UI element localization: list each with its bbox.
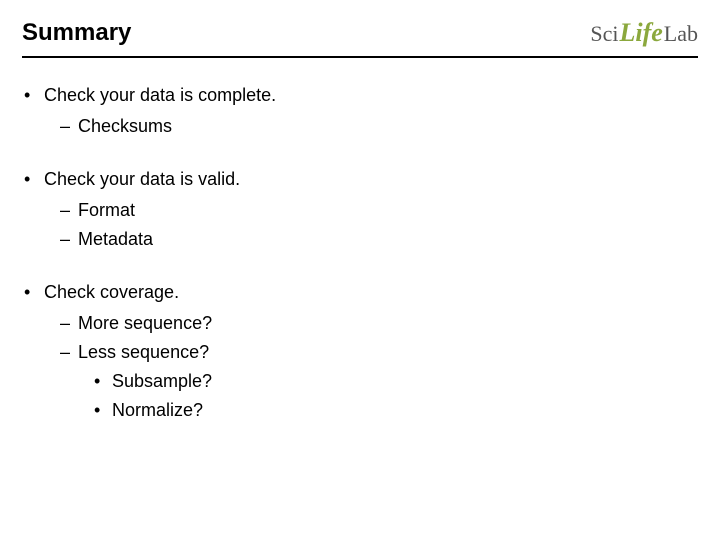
- bullet-group: Check your data is valid. Format Metadat…: [44, 166, 698, 253]
- bullet-l1: Check your data is valid.: [44, 166, 698, 193]
- logo-sci: Sci: [590, 21, 618, 47]
- logo-lab: Lab: [664, 21, 698, 47]
- bullet-l2: Less sequence?: [44, 339, 698, 366]
- page-title: Summary: [22, 19, 131, 47]
- slide-content: Check your data is complete. Checksums C…: [0, 58, 720, 424]
- bullet-l3: Subsample?: [44, 368, 698, 395]
- bullet-group: Check coverage. More sequence? Less sequ…: [44, 279, 698, 424]
- logo: SciLifeLab: [590, 18, 698, 48]
- bullet-l1: Check your data is complete.: [44, 82, 698, 109]
- bullet-l1: Check coverage.: [44, 279, 698, 306]
- bullet-l2: Format: [44, 197, 698, 224]
- bullet-l3: Normalize?: [44, 397, 698, 424]
- bullet-l2: More sequence?: [44, 310, 698, 337]
- logo-life: Life: [619, 18, 662, 48]
- bullet-l2: Metadata: [44, 226, 698, 253]
- bullet-l2: Checksums: [44, 113, 698, 140]
- slide-header: Summary SciLifeLab: [0, 0, 720, 56]
- bullet-group: Check your data is complete. Checksums: [44, 82, 698, 140]
